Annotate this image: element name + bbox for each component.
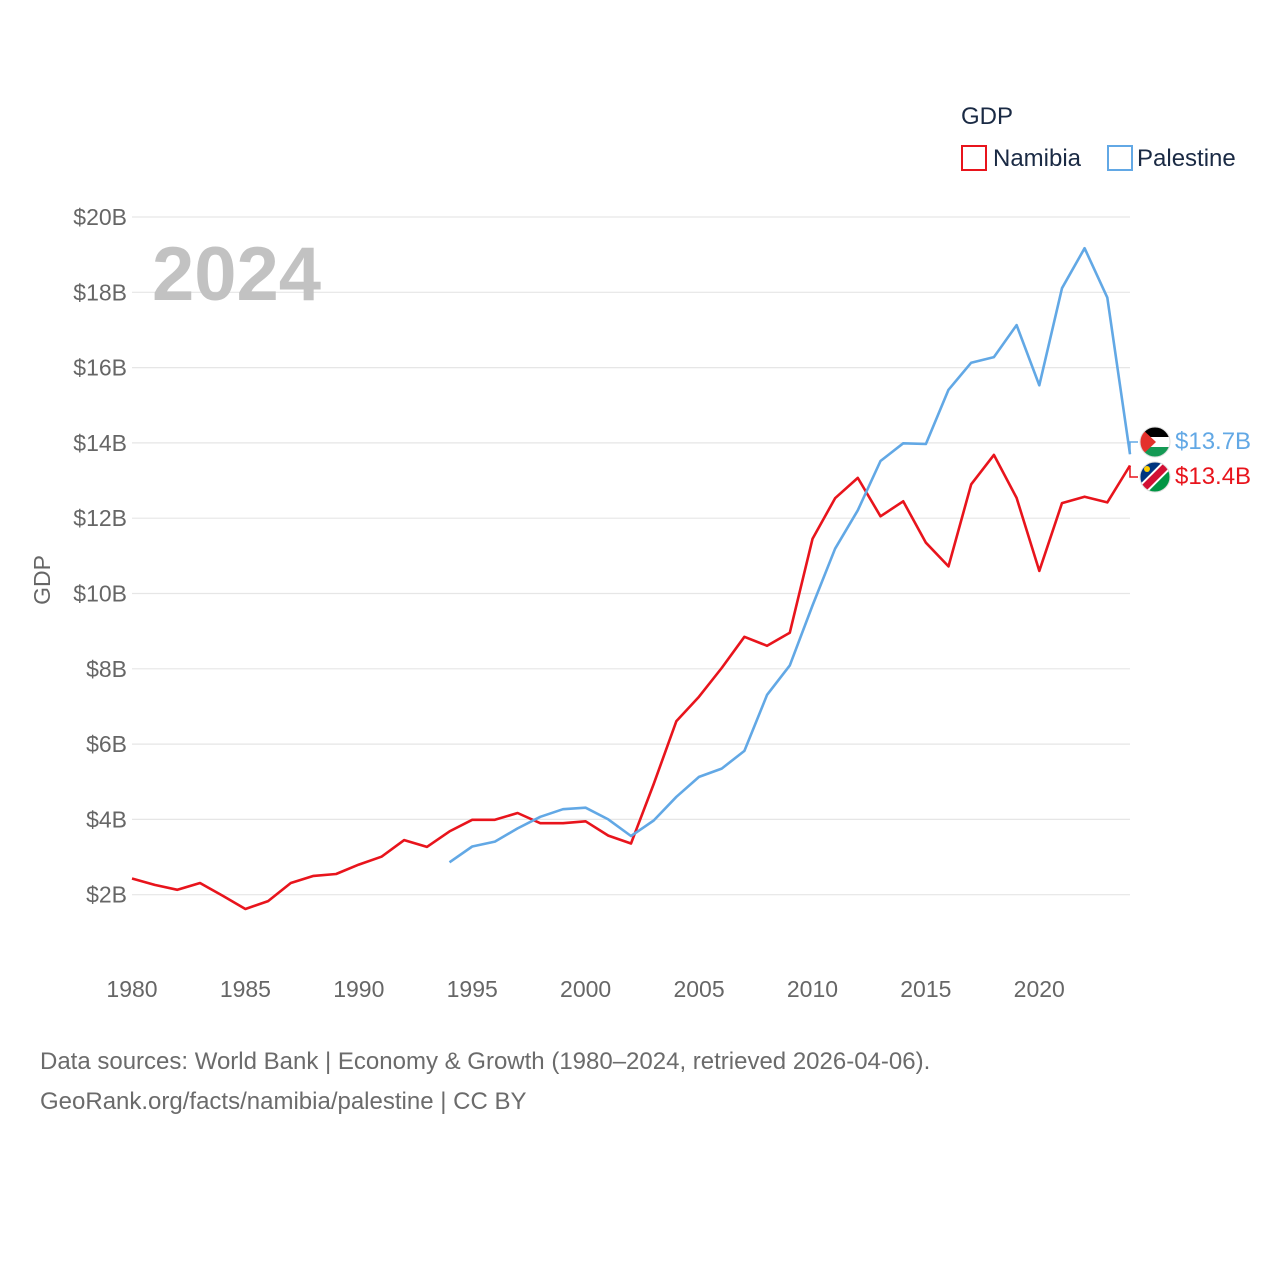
y-tick-label: $18B (73, 279, 127, 305)
gdp-line-chart: $2B $4B $6B $8B $10B $12B $14B $16B $18B $20B 198… (29, 103, 1251, 1002)
gridlines (132, 216, 1130, 896)
series-lines (131, 246, 1132, 911)
y-tick-label: $2B (86, 882, 127, 908)
source-line-1: Data sources: World Bank | Economy & Gro… (40, 1048, 931, 1075)
legend-swatch-palestine (1107, 145, 1133, 171)
connector-namibia (1129, 465, 1138, 478)
legend-label-namibia: Namibia (993, 145, 1082, 172)
x-tick-label: 2000 (560, 976, 611, 1002)
y-tick-label: $16B (73, 355, 127, 381)
palestine-flag-icon (1140, 427, 1170, 457)
x-tick-label: 1995 (447, 976, 498, 1002)
y-tick-label: $20B (73, 204, 127, 230)
source-line-2: GeoRank.org/facts/namibia/palestine | CC… (40, 1088, 527, 1115)
x-tick-label: 2015 (900, 976, 951, 1002)
source-note: Data sources: World Bank | Economy & Gro… (40, 1042, 930, 1122)
namibia-flag-border (1139, 461, 1171, 493)
palestine-flag-border (1139, 426, 1171, 458)
series-line-palestine (448, 246, 1132, 864)
year-label: 2024 (152, 232, 321, 317)
series-line-namibia (131, 453, 1132, 911)
x-tick-label: 1980 (106, 976, 157, 1002)
legend: GDP Namibia Palestine (961, 103, 1236, 172)
palestine-end-label: $13.7B (1175, 428, 1251, 455)
y-tick-label: $12B (73, 505, 127, 531)
x-tick-label: 1985 (220, 976, 271, 1002)
y-tick-label: $10B (73, 581, 127, 607)
namibia-end-label: $13.4B (1175, 463, 1251, 490)
x-tick-label: 1990 (333, 976, 384, 1002)
x-axis-ticks: 1980 1985 1990 1995 2000 2005 2010 2015 2020 (106, 976, 1064, 1002)
y-tick-label: $8B (86, 656, 127, 682)
x-tick-label: 2020 (1014, 976, 1065, 1002)
y-axis-title: GDP (29, 555, 55, 605)
x-tick-label: 2010 (787, 976, 838, 1002)
connector-palestine (1129, 441, 1138, 455)
y-tick-label: $4B (86, 806, 127, 832)
x-tick-label: 2005 (673, 976, 724, 1002)
legend-label-palestine: Palestine (1137, 145, 1236, 172)
legend-title: GDP (961, 103, 1013, 130)
y-tick-label: $14B (73, 430, 127, 456)
namibia-flag-icon (1140, 462, 1170, 492)
end-label-connectors (1129, 441, 1138, 478)
y-axis-ticks: $2B $4B $6B $8B $10B $12B $14B $16B $18B $20B (73, 204, 127, 908)
y-tick-label: $6B (86, 731, 127, 757)
legend-swatch-namibia (961, 145, 987, 171)
